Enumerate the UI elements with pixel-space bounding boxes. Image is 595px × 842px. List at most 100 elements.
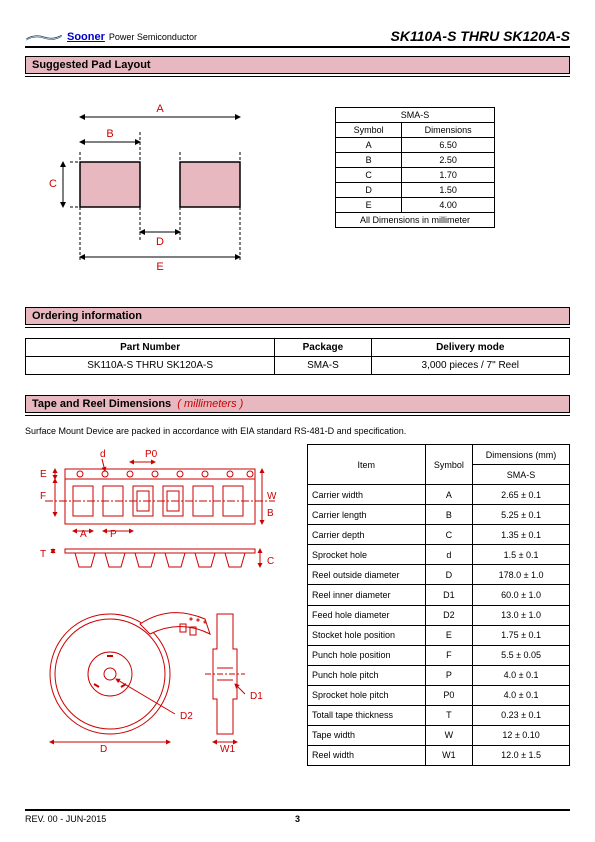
page-footer: REV. 00 - JUN-2015 3: [25, 809, 570, 824]
tape-cell: W: [425, 725, 473, 745]
sma-cell: 1.70: [402, 168, 495, 183]
svg-text:D1: D1: [250, 691, 263, 702]
tape-cell: E: [425, 625, 473, 645]
tape-units: ( millimeters ): [177, 398, 243, 410]
dim-C-label: C: [49, 178, 57, 190]
tape-cell: P0: [425, 685, 473, 705]
tape-cell: Punch hole pitch: [308, 665, 426, 685]
svg-text:C: C: [267, 556, 274, 567]
sma-cell: A: [336, 138, 402, 153]
pad-layout-diagram: A B C D E: [25, 87, 285, 277]
ordering-cell: 3,000 pieces / 7" Reel: [371, 357, 569, 375]
tape-cell: A: [425, 485, 473, 505]
ordering-col-part: Part Number: [26, 339, 275, 357]
sma-cell: 6.50: [402, 138, 495, 153]
tape-cell: Sprocket hole pitch: [308, 685, 426, 705]
sma-footer: All Dimensions in millimeter: [336, 213, 495, 228]
tape-reel-diagram: P0 d E F W B A P T: [25, 444, 295, 766]
ordering-cell: SK110A-S THRU SK120A-S: [26, 357, 275, 375]
sma-title: SMA-S: [336, 108, 495, 123]
tape-cell: 4.0 ± 0.1: [473, 685, 570, 705]
sma-dimensions-table: SMA-S SymbolDimensions A6.50 B2.50 C1.70…: [335, 107, 495, 228]
tape-cell: W1: [425, 745, 473, 765]
tape-cell: 5.5 ± 0.05: [473, 645, 570, 665]
tape-cell: C: [425, 525, 473, 545]
tape-cell: D: [425, 565, 473, 585]
tape-cell: Carrier length: [308, 505, 426, 525]
dim-D-label: D: [156, 236, 164, 248]
svg-text:F: F: [40, 491, 46, 502]
tape-cell: Feed hole diameter: [308, 605, 426, 625]
tape-cell: D2: [425, 605, 473, 625]
tape-cell: Sprocket hole: [308, 545, 426, 565]
tape-col-item: Item: [308, 445, 426, 485]
tape-cell: 178.0 ± 1.0: [473, 565, 570, 585]
page-header: Sooner Power Semiconductor SK110A-S THRU…: [25, 20, 570, 48]
tape-cell: Reel outside diameter: [308, 565, 426, 585]
ordering-table: Part Number Package Delivery mode SK110A…: [25, 338, 570, 375]
section-tape: Tape and Reel Dimensions ( millimeters ): [25, 395, 570, 413]
tape-cell: 4.0 ± 0.1: [473, 665, 570, 685]
tape-cell: Tape width: [308, 725, 426, 745]
svg-text:W: W: [267, 491, 277, 502]
sma-col-dim: Dimensions: [402, 123, 495, 138]
tape-cell: Punch hole position: [308, 645, 426, 665]
tape-cell: 0.23 ± 0.1: [473, 705, 570, 725]
footer-revision: REV. 00 - JUN-2015: [25, 814, 278, 824]
brand-subtitle: Power Semiconductor: [109, 32, 197, 42]
tape-cell: Carrier width: [308, 485, 426, 505]
tape-cell: 12 ± 0.10: [473, 725, 570, 745]
tape-cell: T: [425, 705, 473, 725]
tape-cell: P: [425, 665, 473, 685]
svg-text:P0: P0: [145, 449, 158, 460]
tape-cell: 1.35 ± 0.1: [473, 525, 570, 545]
brand: Sooner Power Semiconductor: [25, 30, 197, 44]
part-number-title: SK110A-S THRU SK120A-S: [391, 28, 570, 44]
svg-text:D: D: [100, 744, 107, 755]
sma-cell: 1.50: [402, 183, 495, 198]
tape-cell: d: [425, 545, 473, 565]
tape-cell: Totall tape thickness: [308, 705, 426, 725]
svg-text:W1: W1: [220, 744, 235, 755]
svg-text:T: T: [40, 549, 46, 560]
tape-cell: 1.75 ± 0.1: [473, 625, 570, 645]
tape-cell: 60.0 ± 1.0: [473, 585, 570, 605]
sma-cell: E: [336, 198, 402, 213]
tape-col-dim: Dimensions (mm): [473, 445, 570, 465]
brand-link[interactable]: Sooner: [67, 31, 105, 43]
tape-cell: 1.5 ± 0.1: [473, 545, 570, 565]
tape-cell: 2.65 ± 0.1: [473, 485, 570, 505]
section-pad-layout: Suggested Pad Layout: [25, 56, 570, 74]
tape-note: Surface Mount Device are packed in accor…: [25, 426, 570, 436]
tape-cell: Stocket hole position: [308, 625, 426, 645]
sma-cell: 4.00: [402, 198, 495, 213]
tape-cell: 12.0 ± 1.5: [473, 745, 570, 765]
section-ordering: Ordering information: [25, 307, 570, 325]
tape-cell: Reel width: [308, 745, 426, 765]
svg-text:E: E: [40, 469, 47, 480]
tape-cell: 5.25 ± 0.1: [473, 505, 570, 525]
tape-cell: D1: [425, 585, 473, 605]
sma-col-symbol: Symbol: [336, 123, 402, 138]
ordering-col-pkg: Package: [275, 339, 371, 357]
svg-text:d: d: [100, 449, 106, 460]
dim-B-label: B: [106, 128, 113, 140]
sma-cell: 2.50: [402, 153, 495, 168]
tape-dimensions-table: Item Symbol Dimensions (mm) SMA-S Carrie…: [307, 444, 570, 766]
tape-col-sub: SMA-S: [473, 465, 570, 485]
tape-cell: Reel inner diameter: [308, 585, 426, 605]
sma-cell: D: [336, 183, 402, 198]
svg-text:D2: D2: [180, 711, 193, 722]
tape-cell: B: [425, 505, 473, 525]
sma-cell: C: [336, 168, 402, 183]
dim-A-label: A: [156, 103, 164, 115]
tape-cell: Carrier depth: [308, 525, 426, 545]
sma-cell: B: [336, 153, 402, 168]
ordering-cell: SMA-S: [275, 357, 371, 375]
svg-text:B: B: [267, 508, 274, 519]
tape-cell: F: [425, 645, 473, 665]
tape-cell: 13.0 ± 1.0: [473, 605, 570, 625]
brand-logo-icon: [25, 30, 63, 44]
dim-E-label: E: [156, 261, 163, 273]
ordering-col-delivery: Delivery mode: [371, 339, 569, 357]
